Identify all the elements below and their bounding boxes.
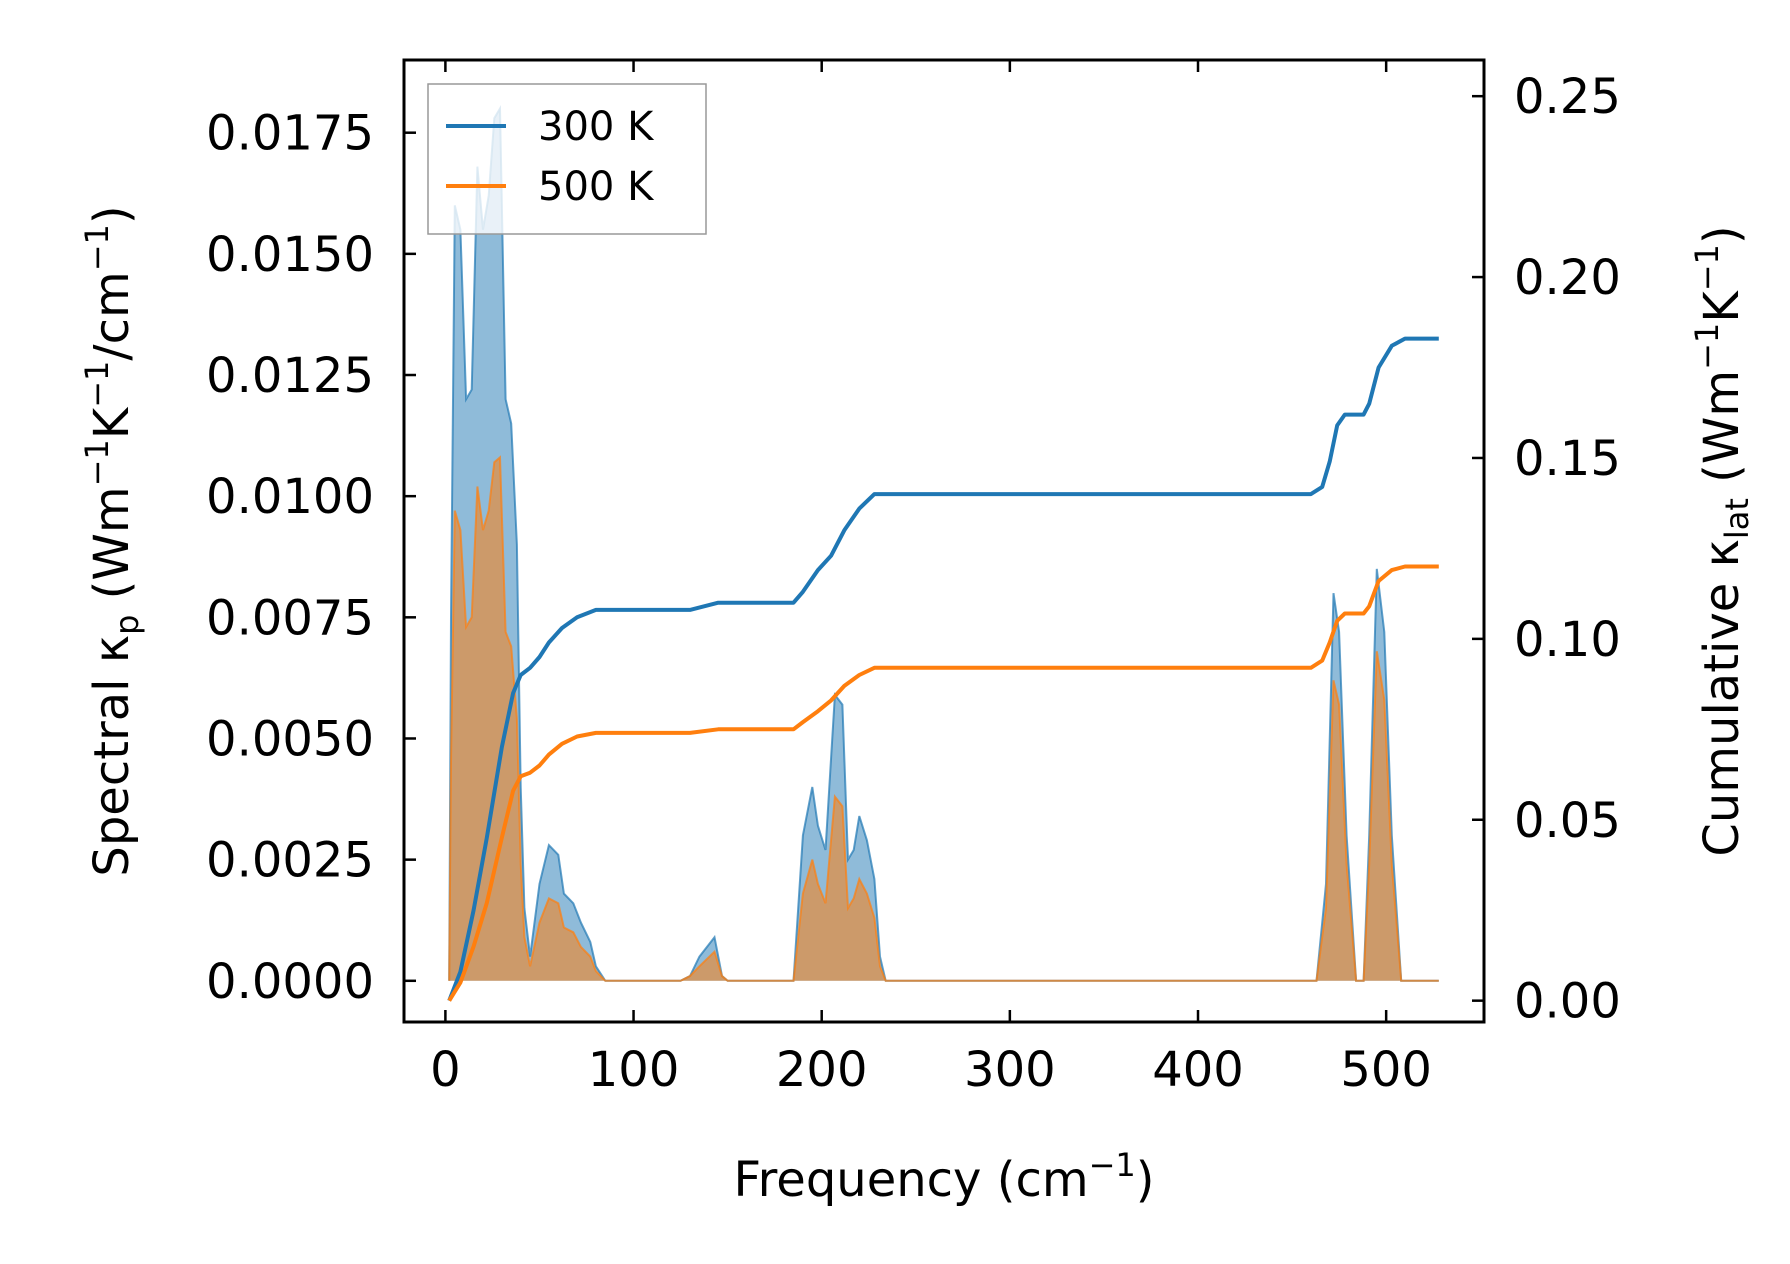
x-tick-label: 200	[776, 1042, 868, 1098]
plot-area	[447, 104, 1439, 1002]
spectral-outline-500k	[448, 455, 1439, 982]
right-y-tick-label: 0.00	[1514, 974, 1621, 1030]
right-y-axis-label: Cumulative κlat (Wm−1K−1)	[1688, 225, 1756, 856]
x-tick-label: 300	[964, 1042, 1056, 1098]
right-y-tick-label: 0.25	[1514, 69, 1621, 125]
spectral-area-500k	[449, 457, 1439, 981]
legend-label-300k: 300 K	[538, 104, 655, 150]
x-tick-label: 500	[1340, 1042, 1432, 1098]
tick-marks	[404, 60, 1484, 1022]
left-y-tick-label: 0.0025	[206, 833, 374, 889]
left-y-tick-label: 0.0175	[206, 106, 374, 162]
left-y-tick-label: 0.0100	[206, 469, 374, 525]
spectral-area-300k	[449, 108, 1439, 981]
left-y-axis-label: Spectral κp (Wm−1K−1/cm−1)	[78, 205, 146, 876]
right-y-tick-label: 0.15	[1514, 431, 1621, 487]
x-tick-label: 400	[1152, 1042, 1244, 1098]
legend-box	[427, 83, 707, 235]
x-axis-label: Frequency (cm−1)	[733, 1146, 1154, 1208]
cumulative-line-500k	[447, 564, 1439, 1002]
cumulative-line-300k	[447, 336, 1439, 1002]
left-y-tick-label: 0.0150	[206, 227, 374, 283]
plot-frame	[402, 58, 1486, 1024]
x-tick-label: 100	[588, 1042, 680, 1098]
legend: 300 K 500 K	[427, 83, 707, 235]
left-y-tick-label: 0.0050	[206, 711, 374, 767]
right-y-tick-label: 0.10	[1514, 612, 1621, 668]
legend-label-500k: 500 K	[538, 164, 655, 210]
x-tick-label: 0	[430, 1042, 461, 1098]
right-y-tick-label: 0.05	[1514, 793, 1621, 849]
right-y-tick-label: 0.20	[1514, 250, 1621, 306]
left-y-tick-label: 0.0125	[206, 348, 374, 404]
spectral-outline-300k	[448, 104, 1439, 982]
left-y-tick-label: 0.0000	[206, 954, 374, 1010]
left-y-tick-label: 0.0075	[206, 590, 374, 646]
